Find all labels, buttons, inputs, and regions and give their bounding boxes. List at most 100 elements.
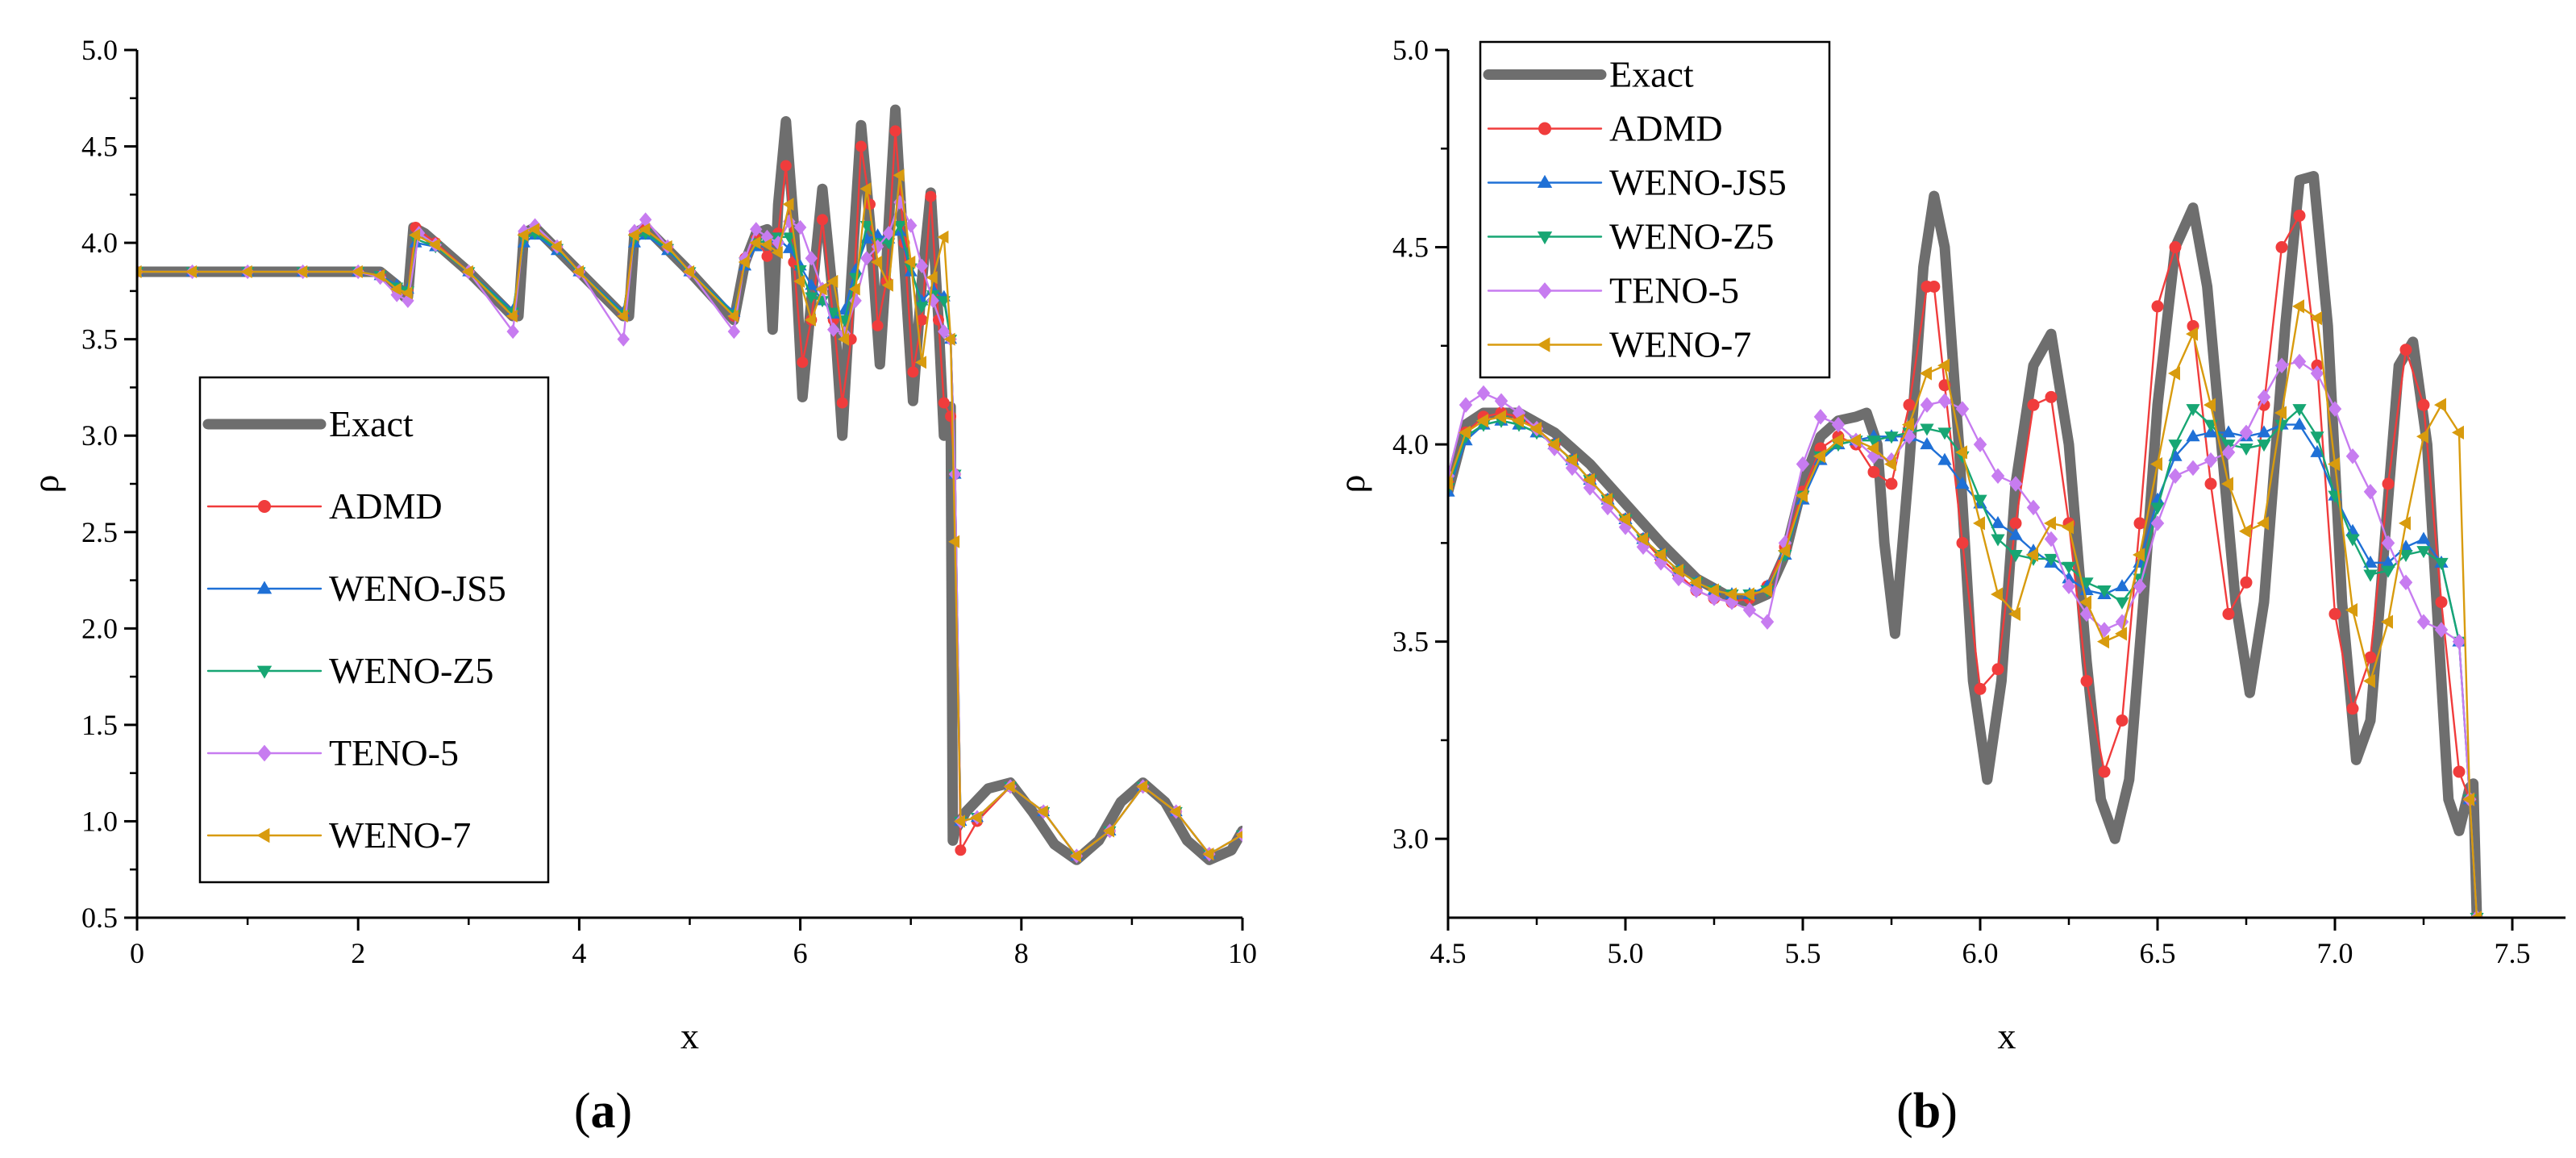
data-point-admd [945, 410, 957, 423]
data-point-teno-5 [2292, 353, 2307, 370]
data-point-weno-js5 [2115, 579, 2129, 592]
caption-b: (b) [1896, 1084, 1958, 1139]
data-point-admd [1991, 663, 2004, 676]
data-point-teno-5 [506, 324, 519, 339]
data-point-teno-5 [2345, 448, 2360, 464]
data-point-weno-7 [1796, 489, 1808, 503]
data-point-weno-z5 [782, 232, 796, 244]
data-point-weno-7 [2150, 456, 2162, 472]
data-point-admd [1974, 682, 1987, 695]
x-tick-label: 6 [793, 937, 808, 969]
x-axis-label: x [1998, 1015, 2016, 1056]
data-point-weno-7 [1955, 445, 1967, 460]
data-point-teno-5 [2310, 365, 2324, 381]
data-point-teno-5 [2221, 444, 2236, 460]
data-point-weno-z5 [1884, 431, 1899, 444]
data-point-teno-5 [2026, 499, 2041, 516]
data-point-admd [907, 366, 919, 378]
legend-label: Exact [1609, 54, 1694, 95]
data-point-weno-7 [2008, 606, 2020, 622]
data-point-weno-js5 [1991, 515, 2005, 528]
data-point-admd [797, 356, 809, 369]
data-point-weno-7 [749, 236, 761, 250]
data-point-admd [2328, 607, 2341, 620]
data-point-weno-7 [793, 274, 805, 288]
legend-marker-weno-js5 [1537, 174, 1553, 188]
data-point-weno-7 [2434, 398, 2446, 412]
data-point-weno-7 [428, 238, 440, 252]
data-point-weno-7 [351, 265, 363, 279]
data-point-weno-js5 [2399, 539, 2413, 552]
y-tick-label: 2.0 [81, 612, 118, 644]
data-point-weno-z5 [2186, 404, 2200, 417]
data-point-weno-7 [572, 265, 584, 279]
data-point-weno-js5 [2381, 555, 2395, 568]
data-point-weno-7 [528, 223, 540, 236]
data-point-weno-z5 [826, 307, 840, 319]
data-point-admd [2027, 398, 2040, 411]
data-point-weno-7 [1235, 831, 1242, 839]
data-point-admd [955, 844, 967, 856]
data-point-weno-7 [953, 814, 965, 828]
y-tick-label: 4.5 [81, 131, 118, 163]
data-point-teno-5 [1991, 468, 2005, 484]
legend-label: WENO-Z5 [1609, 216, 1774, 257]
legend-marker-weno-z5 [256, 665, 273, 679]
data-point-admd [2204, 477, 2217, 490]
x-tick-label: 0 [130, 937, 144, 969]
data-point-teno-5 [938, 324, 951, 339]
data-point-weno-7 [1937, 358, 1950, 373]
data-point-weno-7 [1476, 414, 1488, 428]
data-point-weno-7 [1600, 492, 1613, 507]
caption-b-letter: b [1913, 1084, 1941, 1139]
data-point-weno-7 [970, 810, 982, 824]
data-point-teno-5 [639, 212, 652, 227]
data-point-teno-5 [1955, 401, 1970, 417]
data-point-admd [1956, 536, 1969, 549]
data-point-weno-7 [1654, 548, 1666, 562]
data-point-weno-7 [1831, 433, 1843, 448]
legend-marker-weno-js5 [256, 581, 273, 594]
data-point-weno-7 [2079, 595, 2091, 610]
data-point-weno-7 [815, 282, 827, 296]
data-point-weno-7 [2239, 524, 2251, 539]
data-point-admd [1903, 398, 1916, 411]
data-point-weno-7 [373, 269, 385, 282]
data-point-teno-5 [2044, 531, 2058, 548]
plot-area [1448, 171, 2484, 918]
y-tick-label: 3.0 [81, 419, 118, 452]
data-point-weno-7 [1813, 449, 1825, 464]
data-point-weno-7 [1849, 433, 1861, 448]
data-point-admd [1928, 280, 1941, 293]
data-point-weno-7 [240, 265, 252, 279]
data-point-teno-5 [2062, 578, 2076, 594]
data-point-teno-5 [1476, 385, 1491, 402]
data-point-teno-5 [838, 326, 851, 341]
data-point-weno-7 [2115, 627, 2127, 641]
data-point-weno-js5 [1955, 477, 1970, 489]
data-point-weno-z5 [1991, 534, 2005, 547]
data-point-admd [2364, 651, 2377, 664]
data-point-teno-5 [2257, 389, 2271, 406]
data-point-weno-js5 [2008, 527, 2023, 540]
data-point-weno-7 [506, 309, 518, 323]
data-point-admd [1867, 465, 1880, 478]
data-point-weno-z5 [2274, 419, 2289, 432]
data-point-admd [817, 214, 829, 226]
legend: Exact ADMD WENO-JS5 WENO-Z5 TENO-5 WENO-7 [198, 376, 550, 884]
legend-label: WENO-JS5 [1609, 162, 1787, 203]
data-point-teno-5 [1920, 397, 1934, 413]
data-point-admd [889, 125, 901, 137]
data-point-weno-7 [871, 255, 883, 269]
series-line-exact [1448, 171, 2482, 918]
data-point-teno-5 [727, 324, 741, 339]
data-point-teno-5 [750, 222, 763, 237]
data-point-admd [2293, 209, 2306, 222]
data-point-teno-5 [2363, 484, 2378, 500]
data-point-weno-z5 [2257, 439, 2271, 452]
data-point-weno-7 [1920, 366, 1932, 381]
data-point-weno-z5 [2381, 565, 2395, 578]
data-point-teno-5 [2150, 515, 2165, 531]
legend-label: WENO-7 [1609, 324, 1751, 365]
data-point-weno-7 [1866, 441, 1879, 456]
